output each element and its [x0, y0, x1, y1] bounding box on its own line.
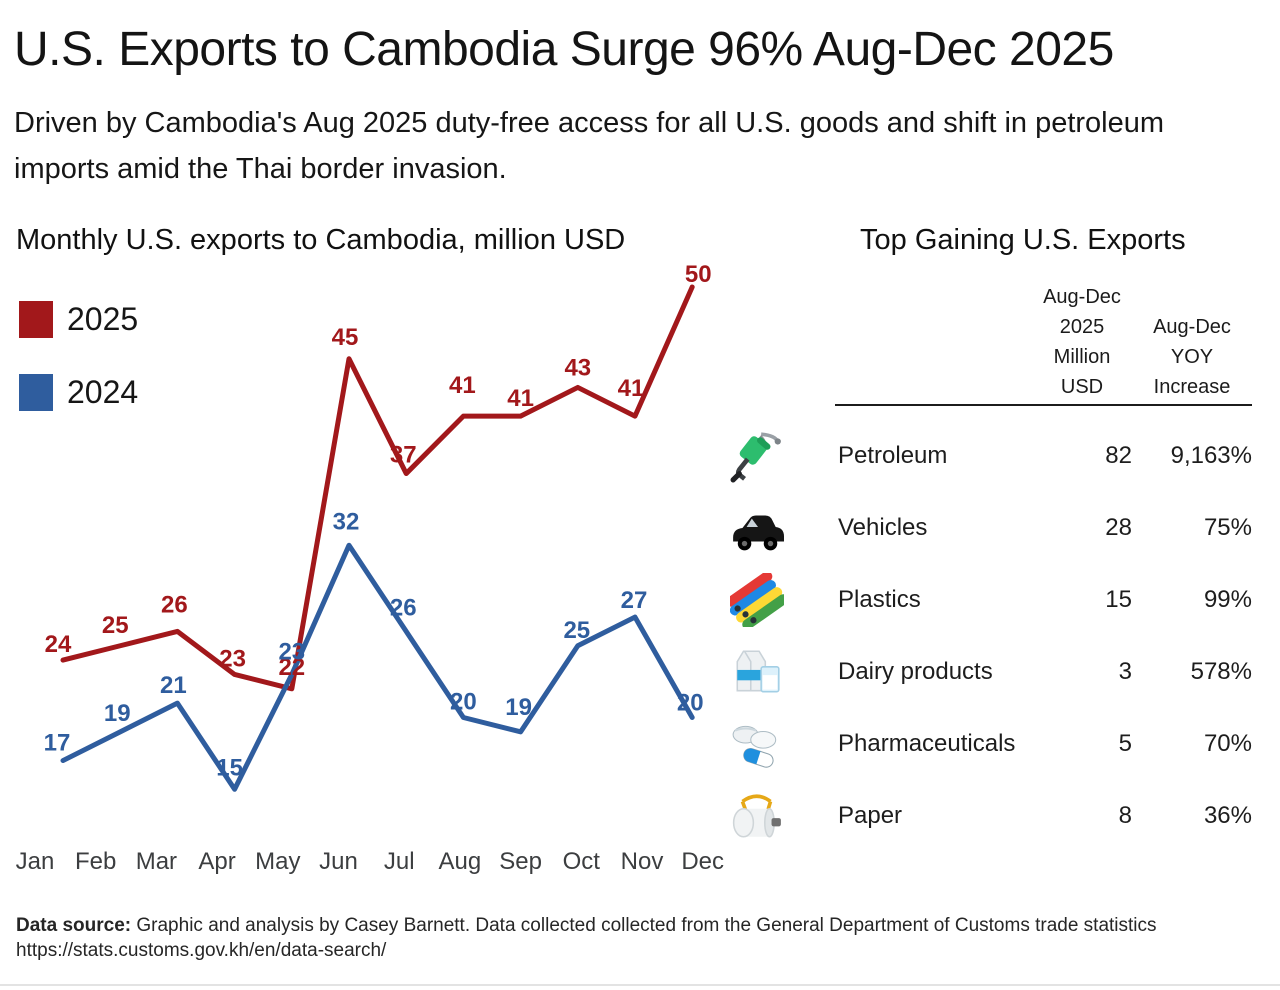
plastics-icon: [716, 573, 838, 627]
footer: Data source: Graphic and analysis by Cas…: [16, 913, 1157, 963]
table-row: Petroleum 82 9,163%: [716, 420, 1264, 492]
data-label-2025: 22: [278, 654, 305, 681]
row-value: 3: [1118, 658, 1132, 685]
row-yoy-increase: 70%: [1203, 730, 1252, 757]
row-label: Plastics: [838, 586, 921, 613]
data-label-2024: 25: [563, 617, 590, 644]
data-label-2025: 41: [507, 385, 534, 412]
x-axis-label: Mar: [136, 848, 177, 875]
data-label-2025: 41: [618, 375, 645, 402]
table-header-rule: [835, 404, 1252, 406]
data-label-2024: 26: [390, 594, 417, 621]
exports-table: Aug-Dec 2025 Million USD Aug-Dec YOY Inc…: [716, 278, 1264, 852]
row-value: 5: [1118, 730, 1132, 757]
data-source-url: https://stats.customs.gov.kh/en/data-sea…: [16, 940, 387, 961]
row-value: 82: [1105, 442, 1132, 469]
data-label-2025: 24: [45, 631, 72, 658]
data-label-2025: 41: [449, 372, 476, 399]
row-label: Pharmaceuticals: [838, 730, 1016, 757]
data-label-2024: 19: [505, 694, 532, 721]
x-axis-label: Oct: [563, 848, 601, 875]
data-source-line: Data source: Graphic and analysis by Cas…: [16, 913, 1157, 938]
data-label-2025: 23: [219, 645, 246, 672]
x-axis-label: Aug: [439, 848, 482, 875]
data-label-2024: 23: [278, 638, 305, 665]
row-value: 28: [1105, 514, 1132, 541]
row-value: 15: [1105, 586, 1132, 613]
data-label-2025: 45: [332, 324, 359, 351]
table-row: Dairy products 3 578%: [716, 636, 1264, 708]
legend-item-2025: 2025: [19, 299, 138, 339]
legend-label-2024: 2024: [67, 373, 139, 410]
legend-item-2024: 2024: [19, 372, 138, 412]
x-axis-label: Dec: [681, 848, 724, 875]
table-row: Paper 8 36%: [716, 780, 1264, 852]
chart-legend: 2025 2024: [19, 299, 138, 445]
data-label-2024: 19: [104, 700, 131, 727]
series-line-2024: [60, 542, 695, 792]
column-header-value: Aug-Dec 2025 Million USD: [1043, 286, 1121, 398]
data-label-2025: 43: [564, 354, 591, 381]
data-source-text: Graphic and analysis by Casey Barnett. D…: [131, 915, 1157, 936]
x-axis-label: Sep: [499, 848, 542, 875]
row-yoy-increase: 9,163%: [1170, 442, 1252, 469]
bottom-divider: [0, 984, 1280, 986]
legend-swatch-2025: [19, 300, 53, 338]
row-label: Vehicles: [838, 514, 928, 541]
row-label: Paper: [838, 802, 903, 829]
vehicle-icon: [716, 501, 838, 555]
data-label-2024: 32: [333, 508, 360, 535]
table-body: Petroleum 82 9,163% Vehicles 28 75% Plastics 15…: [716, 420, 1264, 852]
row-yoy-increase: 75%: [1203, 514, 1252, 541]
paper-icon: [716, 789, 838, 843]
legend-swatch-2024: [19, 373, 53, 411]
data-label-2024: 21: [160, 672, 187, 699]
row-yoy-increase: 578%: [1190, 658, 1252, 685]
dairy-icon: [716, 645, 838, 699]
page-subtitle: Driven by Cambodia's Aug 2025 duty-free …: [14, 107, 1165, 185]
table-section-title: Top Gaining U.S. Exports: [860, 224, 1186, 256]
series-line-2025: [60, 284, 695, 692]
row-label: Petroleum: [838, 442, 948, 469]
data-label-2024: 20: [677, 690, 704, 717]
row-yoy-increase: 99%: [1203, 586, 1252, 613]
x-axis-label: Nov: [621, 848, 664, 875]
table-row: Vehicles 28 75%: [716, 492, 1264, 564]
column-header-yoy: Aug-Dec YOY Increase: [1153, 316, 1231, 398]
data-label-2025: 26: [161, 591, 188, 618]
x-axis-label: Jul: [384, 848, 415, 875]
data-label-2024: 27: [621, 587, 648, 614]
x-axis-label: Jan: [16, 848, 55, 875]
page-title: U.S. Exports to Cambodia Surge 96% Aug-D…: [14, 23, 1114, 76]
table-row: Pharmaceuticals 5 70%: [716, 708, 1264, 780]
data-label-2024: 15: [216, 754, 243, 781]
data-label-2024: 17: [44, 730, 71, 757]
x-axis-label: May: [255, 848, 300, 875]
x-axis-label: Feb: [75, 848, 116, 875]
x-axis-label: Apr: [198, 848, 235, 875]
row-label: Dairy products: [838, 658, 993, 685]
table-header-row: Aug-Dec 2025 Million USD Aug-Dec YOY Inc…: [716, 278, 1264, 402]
pharmaceuticals-icon: [716, 717, 838, 771]
x-axis-label: Jun: [319, 848, 358, 875]
row-yoy-increase: 36%: [1203, 802, 1252, 829]
chart-section-title: Monthly U.S. exports to Cambodia, millio…: [16, 224, 626, 256]
legend-label-2025: 2025: [67, 300, 139, 337]
data-label-2025: 25: [102, 612, 129, 639]
data-label-2025: 37: [390, 442, 417, 469]
data-source-label: Data source:: [16, 915, 132, 936]
data-label-2024: 20: [450, 689, 477, 716]
petroleum-icon: [716, 429, 838, 483]
row-value: 8: [1118, 802, 1132, 829]
table-row: Plastics 15 99%: [716, 564, 1264, 636]
data-label-2025: 50: [685, 261, 712, 288]
